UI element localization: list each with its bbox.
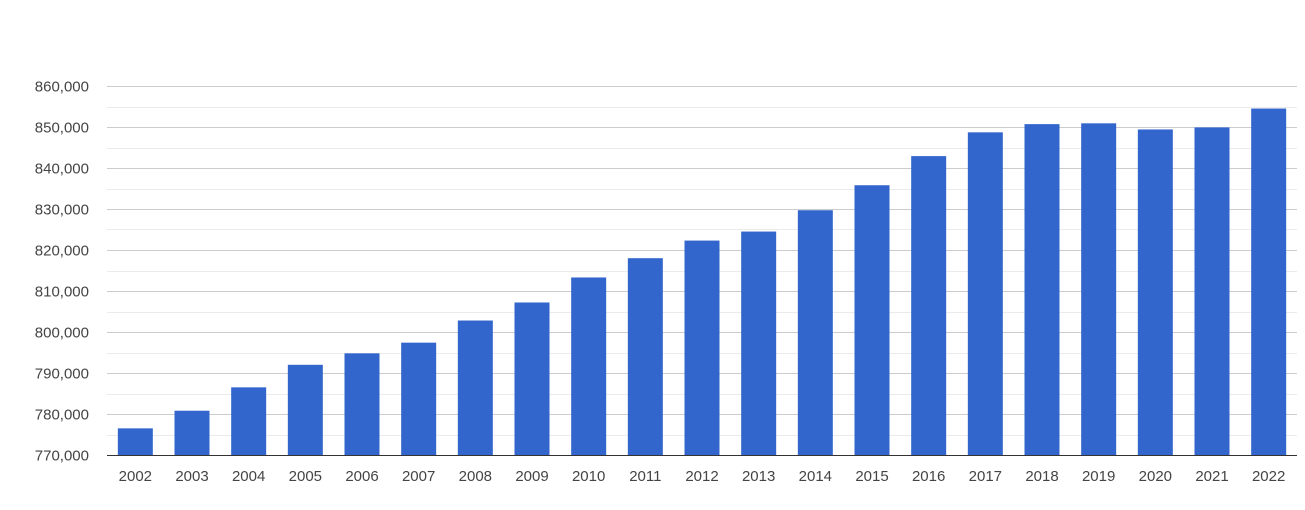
x-tick-label: 2012: [685, 468, 718, 485]
y-tick-label: 810,000: [35, 284, 89, 301]
x-tick-label: 2003: [175, 468, 208, 485]
y-tick-label: 860,000: [35, 79, 89, 96]
bar-2005: [287, 364, 323, 455]
bar-2013: [741, 231, 777, 455]
bar-2022: [1251, 108, 1287, 456]
x-tick-label: 2013: [742, 468, 775, 485]
bar-2003: [174, 410, 210, 455]
bar-2008: [457, 320, 493, 455]
x-tick-label: 2009: [515, 468, 548, 485]
x-tick-label: 2008: [459, 468, 492, 485]
x-tick-label: 2019: [1082, 468, 1115, 485]
x-tick-label: 2005: [289, 468, 322, 485]
x-tick-label: 2006: [345, 468, 378, 485]
x-tick-label: 2010: [572, 468, 605, 485]
bar-2018: [1024, 124, 1060, 455]
x-tick-label: 2015: [855, 468, 888, 485]
y-tick-label: 850,000: [35, 120, 89, 137]
y-tick-label: 820,000: [35, 243, 89, 260]
y-tick-label: 830,000: [35, 202, 89, 219]
y-tick-label: 780,000: [35, 407, 89, 424]
y-tick-label: 770,000: [35, 448, 89, 465]
x-tick-label: 2020: [1139, 468, 1172, 485]
x-tick-label: 2018: [1025, 468, 1058, 485]
x-axis: 2002 2003 2004 2005 2006 2007 2008 2009 2010 2011…: [107, 455, 1297, 485]
x-tick-label: 2022: [1252, 468, 1285, 485]
x-tick-label: 2014: [799, 468, 832, 485]
bar-2017: [967, 132, 1003, 455]
bar-2009: [514, 302, 550, 455]
x-tick-label: 2017: [969, 468, 1002, 485]
bar-2015: [854, 185, 890, 455]
bar-2016: [911, 156, 947, 456]
bar-2010: [571, 277, 607, 455]
x-tick-label: 2007: [402, 468, 435, 485]
x-tick-label: 2011: [629, 468, 661, 485]
x-tick-label: 2002: [119, 468, 152, 485]
bar-2007: [401, 342, 437, 455]
bar-2019: [1081, 123, 1117, 455]
bar-2002: [117, 428, 153, 455]
x-tick-label: 2021: [1195, 468, 1228, 485]
y-tick-label: 840,000: [35, 161, 89, 178]
bar-2021: [1194, 127, 1230, 455]
y-tick-label: 800,000: [35, 325, 89, 342]
bar-2011: [627, 258, 663, 455]
x-tick-label: 2016: [912, 468, 945, 485]
bar-2014: [797, 210, 833, 455]
bar-2012: [684, 240, 720, 455]
bar-2004: [231, 387, 267, 455]
bars: [117, 108, 1287, 456]
bar-2020: [1137, 129, 1173, 455]
y-tick-label: 790,000: [35, 366, 89, 383]
x-tick-label: 2004: [232, 468, 265, 485]
y-axis: 770,000 780,000 790,000 800,000 810,000 820,0…: [35, 79, 89, 465]
bar-2006: [344, 353, 380, 455]
